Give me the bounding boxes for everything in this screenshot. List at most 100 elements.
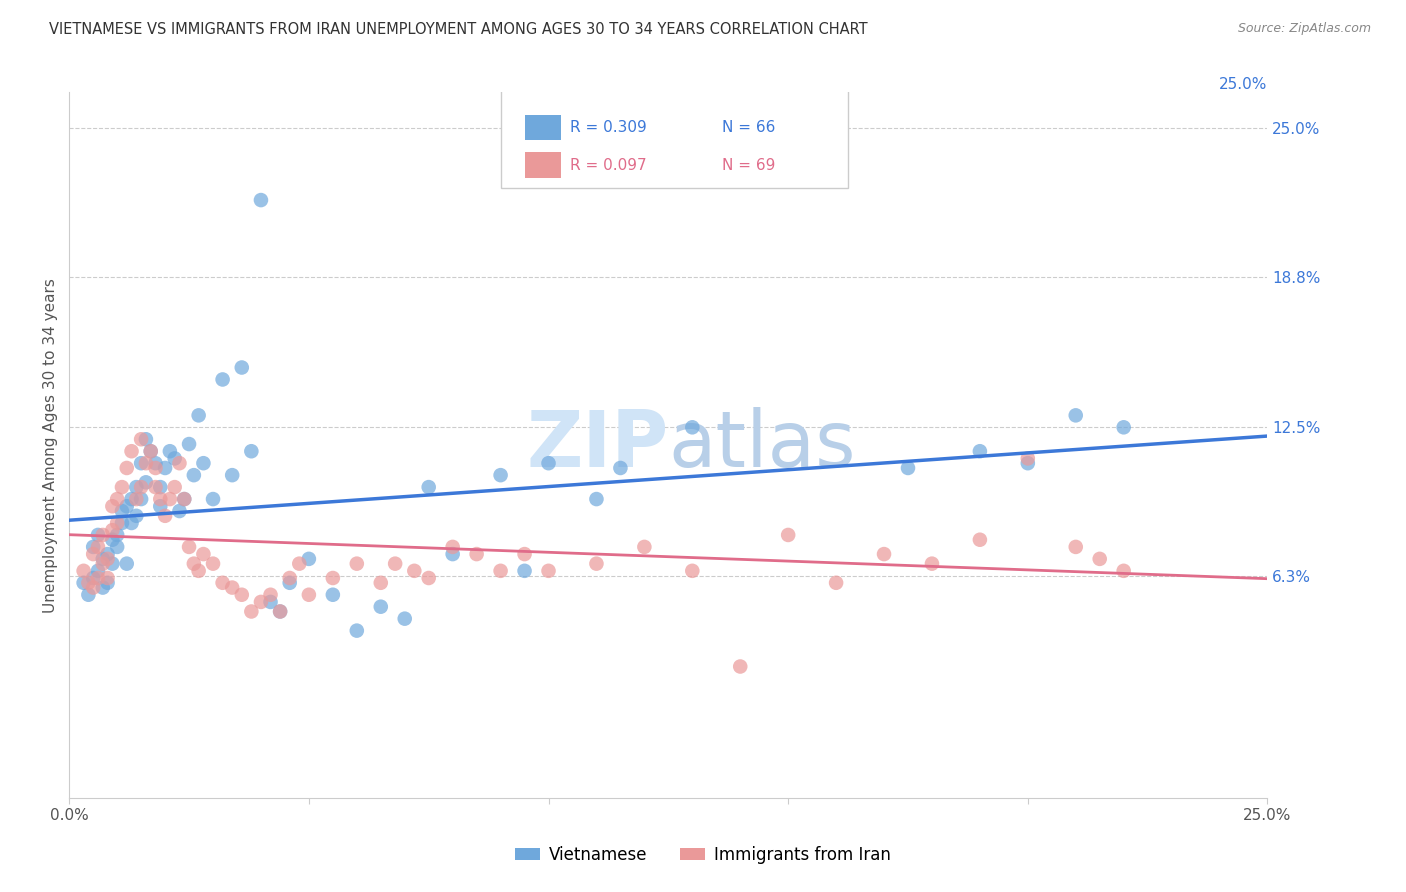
Point [1112, 420, 1135, 434]
Point [193, 456, 215, 470]
Point [135, 456, 157, 470]
Point [125, 508, 148, 523]
Point [101, 500, 124, 514]
Point [441, 547, 464, 561]
Point [135, 475, 157, 490]
Point [269, 605, 291, 619]
Point [145, 456, 167, 470]
Point [153, 461, 176, 475]
Point [111, 516, 134, 530]
Point [82, 571, 104, 585]
Point [111, 480, 134, 494]
Point [177, 437, 200, 451]
Point [240, 444, 263, 458]
Point [221, 468, 243, 483]
Point [105, 516, 128, 530]
Point [149, 491, 172, 506]
Point [115, 557, 138, 571]
Legend: Vietnamese, Immigrants from Iran: Vietnamese, Immigrants from Iran [509, 839, 897, 871]
Point [159, 444, 181, 458]
Point [91, 557, 114, 571]
Point [585, 491, 607, 506]
Point [91, 528, 114, 542]
Y-axis label: Unemployment Among Ages 30 to 34 years: Unemployment Among Ages 30 to 34 years [44, 277, 58, 613]
Text: 25.0%: 25.0% [1219, 78, 1267, 93]
Point [139, 444, 162, 458]
Point [633, 540, 655, 554]
Point [609, 461, 631, 475]
Point [159, 491, 181, 506]
Point [384, 557, 406, 571]
Point [1064, 409, 1087, 423]
Point [101, 533, 124, 547]
FancyBboxPatch shape [524, 153, 561, 178]
Point [1112, 564, 1135, 578]
Point [322, 571, 344, 585]
Point [513, 547, 536, 561]
Point [97, 552, 120, 566]
Point [370, 599, 392, 614]
Point [91, 581, 114, 595]
Point [681, 420, 703, 434]
Point [211, 372, 233, 386]
Text: N = 69: N = 69 [723, 158, 776, 173]
Point [585, 557, 607, 571]
Point [259, 588, 281, 602]
Point [135, 432, 157, 446]
Point [183, 557, 205, 571]
Point [145, 480, 167, 494]
Point [394, 612, 416, 626]
Point [139, 444, 162, 458]
Point [231, 588, 253, 602]
Point [269, 605, 291, 619]
Text: N = 66: N = 66 [723, 120, 776, 136]
Text: R = 0.309: R = 0.309 [569, 120, 647, 136]
Point [681, 564, 703, 578]
Point [105, 528, 128, 542]
Point [77, 588, 100, 602]
Point [969, 533, 991, 547]
Point [489, 468, 512, 483]
Point [87, 540, 110, 554]
Point [240, 605, 263, 619]
Point [346, 557, 368, 571]
Point [202, 491, 225, 506]
Point [370, 575, 392, 590]
Point [1088, 552, 1111, 566]
Point [250, 193, 273, 207]
Point [121, 516, 143, 530]
Point [72, 575, 94, 590]
Point [153, 508, 176, 523]
Point [173, 491, 195, 506]
Point [537, 456, 560, 470]
Point [105, 491, 128, 506]
Point [101, 557, 124, 571]
Text: R = 0.097: R = 0.097 [569, 158, 647, 173]
Point [231, 360, 253, 375]
Point [125, 480, 148, 494]
Point [465, 547, 488, 561]
Text: atlas: atlas [668, 408, 856, 483]
Point [897, 461, 920, 475]
Point [77, 575, 100, 590]
Point [169, 456, 191, 470]
Point [322, 588, 344, 602]
Text: Source: ZipAtlas.com: Source: ZipAtlas.com [1237, 22, 1371, 36]
Point [129, 432, 152, 446]
Point [921, 557, 943, 571]
Point [211, 575, 233, 590]
Point [111, 504, 134, 518]
Point [278, 575, 301, 590]
Point [537, 564, 560, 578]
Point [87, 564, 110, 578]
Point [163, 480, 186, 494]
Point [250, 595, 273, 609]
Point [177, 540, 200, 554]
Point [101, 523, 124, 537]
Point [298, 588, 321, 602]
Point [202, 557, 225, 571]
Point [298, 552, 321, 566]
Point [125, 491, 148, 506]
Text: ZIP: ZIP [526, 408, 668, 483]
Point [121, 444, 143, 458]
